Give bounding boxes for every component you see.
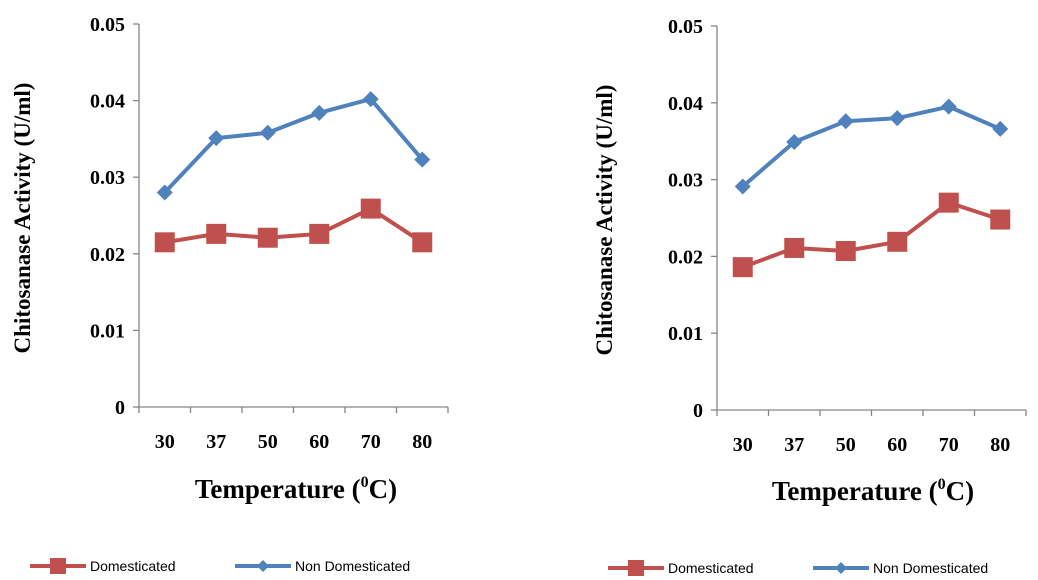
data-point-non-domesticated bbox=[786, 133, 803, 150]
legend: Domesticated Non Domesticated bbox=[30, 558, 410, 574]
x-axis-label-suffix: C) bbox=[369, 474, 398, 504]
data-point-domesticated bbox=[257, 227, 278, 248]
x-tick-label: 37 bbox=[784, 434, 804, 456]
x-tick-label: 37 bbox=[206, 431, 226, 453]
series-line-domesticated bbox=[742, 200, 1001, 270]
legend-label: Domesticated bbox=[90, 558, 176, 574]
x-tick-label: 60 bbox=[309, 431, 329, 453]
y-tick-label: 0.04 bbox=[668, 93, 703, 115]
legend-label: Domesticated bbox=[668, 560, 754, 576]
chart-2: 0 0.01 0.02 0.03 0.04 0.05 30 37 50 60 70 80 Chitosa… bbox=[592, 16, 1027, 576]
data-point-non-domesticated bbox=[992, 120, 1009, 137]
y-tick-label: 0.05 bbox=[668, 16, 703, 38]
x-tick-label: 80 bbox=[990, 434, 1010, 456]
data-point-domesticated bbox=[309, 223, 330, 244]
x-axis-label-prefix: Temperature ( bbox=[772, 476, 938, 506]
y-tick-label: 0.01 bbox=[668, 323, 703, 345]
series-line-non-domesticated bbox=[163, 97, 424, 194]
data-point-domesticated bbox=[784, 237, 805, 258]
x-tick-label: 50 bbox=[836, 434, 856, 456]
legend-label: Non Domesticated bbox=[873, 560, 988, 576]
x-tick-label: 80 bbox=[412, 431, 432, 453]
data-point-non-domesticated bbox=[940, 98, 957, 115]
y-tick-label: 0.04 bbox=[90, 91, 125, 113]
x-tick-label: 30 bbox=[733, 434, 753, 456]
data-point-domesticated bbox=[835, 241, 856, 262]
y-tick-label: 0.01 bbox=[90, 320, 125, 342]
y-axis-label: Chitosanase Activity (U/ml) bbox=[10, 83, 35, 354]
y-tick-label: 0 bbox=[693, 400, 703, 422]
y-tick-label: 0.02 bbox=[90, 244, 125, 266]
data-point-domesticated bbox=[412, 232, 433, 253]
x-axis-label-superscript: 0 bbox=[938, 476, 946, 493]
data-point-non-domesticated bbox=[311, 104, 328, 121]
x-axis-label-superscript: 0 bbox=[361, 474, 369, 491]
data-point-non-domesticated bbox=[362, 91, 379, 108]
data-point-non-domesticated bbox=[208, 130, 225, 147]
y-tick-label: 0.05 bbox=[90, 14, 125, 36]
x-axis-label-prefix: Temperature ( bbox=[195, 474, 361, 504]
y-tick-label: 0.03 bbox=[90, 167, 125, 189]
x-axis-label: Temperature (0C) bbox=[772, 476, 974, 506]
x-tick-label: 60 bbox=[887, 434, 907, 456]
data-point-non-domesticated bbox=[837, 113, 854, 130]
y-tick-label: 0 bbox=[115, 397, 125, 419]
data-point-non-domesticated bbox=[156, 184, 173, 201]
x-tick-label: 50 bbox=[258, 431, 278, 453]
data-point-non-domesticated bbox=[414, 151, 431, 168]
legend-marker-diamond bbox=[257, 560, 269, 572]
data-point-non-domesticated bbox=[889, 110, 906, 127]
y-axis-label: Chitosanase Activity (U/ml) bbox=[592, 85, 617, 356]
data-point-non-domesticated bbox=[259, 124, 276, 141]
series-line-domesticated bbox=[164, 206, 424, 245]
y-tick-label: 0.03 bbox=[668, 170, 703, 192]
data-point-domesticated bbox=[732, 257, 753, 278]
x-tick-label: 70 bbox=[939, 434, 959, 456]
legend-marker-square bbox=[50, 558, 66, 574]
x-tick-label: 30 bbox=[155, 431, 175, 453]
series-line-non-domesticated bbox=[741, 104, 1002, 189]
y-tick-label: 0.02 bbox=[668, 246, 703, 268]
data-point-domesticated bbox=[206, 223, 227, 244]
data-point-domesticated bbox=[990, 209, 1011, 230]
x-axis-label: Temperature (0C) bbox=[195, 474, 397, 504]
data-point-domesticated bbox=[938, 192, 959, 213]
chart-1: 0 0.01 0.02 0.03 0.04 0.05 30 37 50 60 70 80 Chitosa… bbox=[10, 14, 449, 574]
x-tick-label: 70 bbox=[361, 431, 381, 453]
x-axis-label-suffix: C) bbox=[946, 476, 975, 506]
data-point-domesticated bbox=[887, 231, 908, 252]
data-point-domesticated bbox=[154, 232, 175, 253]
legend: Domesticated Non Domesticated bbox=[608, 560, 988, 576]
data-point-non-domesticated bbox=[734, 178, 751, 195]
data-point-domesticated bbox=[360, 198, 381, 219]
legend-marker-diamond bbox=[835, 562, 847, 574]
legend-label: Non Domesticated bbox=[295, 558, 410, 574]
legend-marker-square bbox=[628, 560, 644, 576]
